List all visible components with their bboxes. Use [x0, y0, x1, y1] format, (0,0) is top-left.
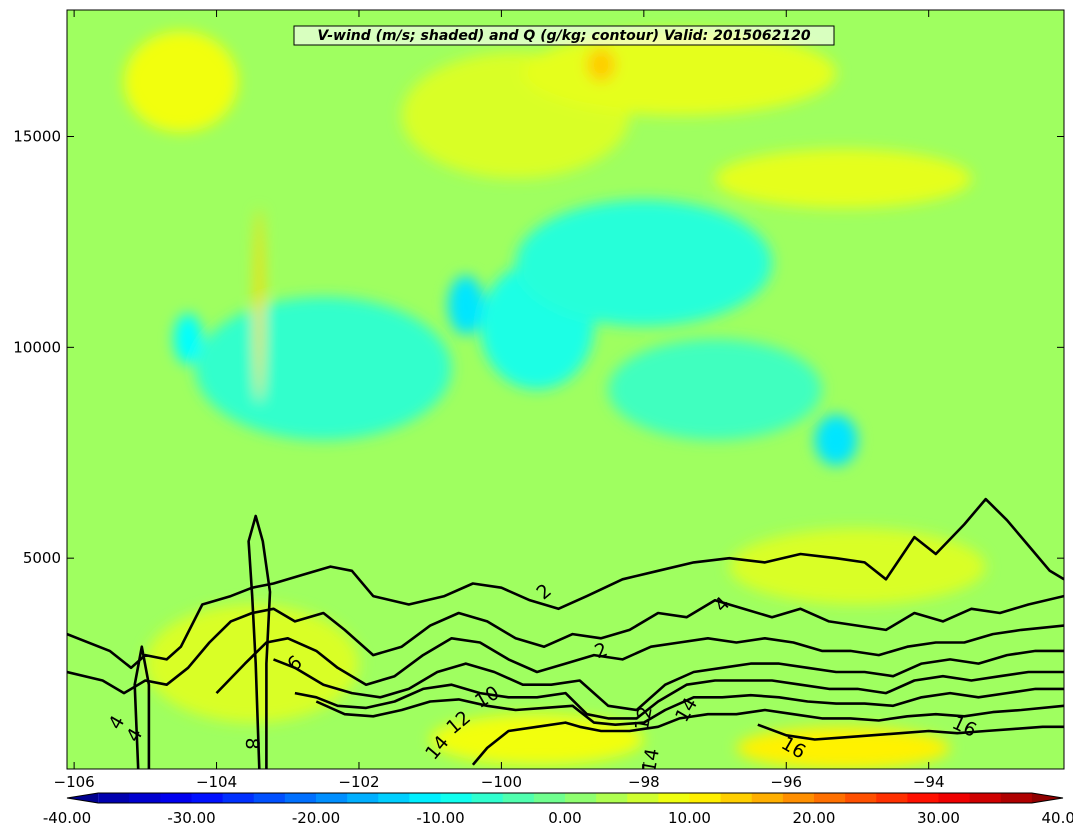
shading-region [515, 199, 773, 327]
contour-line [215, 624, 1064, 695]
shading-region [608, 338, 822, 441]
colorbar-tick-label: 10.00 [668, 809, 711, 827]
colorbar-cell [689, 793, 722, 803]
contour-line [67, 497, 1064, 670]
colorbar-ticks: -40.00 -30.00 -20.00 -10.00 0.00 10.00 20.00 30… [43, 809, 1073, 827]
contour-line [757, 723, 1064, 741]
colorbar-cell [533, 793, 566, 803]
colorbar-cell [1000, 793, 1033, 803]
colorbar-cell [814, 793, 846, 803]
colorbar-cell [969, 793, 1002, 803]
colorbar-cell [907, 793, 939, 803]
colorbar-cell [409, 793, 441, 803]
colorbar-cell [98, 793, 130, 803]
title-background [293, 25, 835, 46]
shading-layer [123, 31, 986, 769]
colorbar-cell [565, 793, 597, 803]
colorbar-cell [253, 793, 286, 803]
x-tick-label: −94 [913, 773, 945, 791]
colorbar-tick-label: 40.00 [1042, 809, 1073, 827]
colorbar-cell [347, 793, 379, 803]
colorbar-cell [440, 793, 473, 803]
colorbar-cell [845, 793, 877, 803]
x-tick-label: −100 [481, 773, 522, 791]
x-tick-label: −96 [770, 773, 802, 791]
colorbar-cell [782, 793, 815, 803]
shading-region [814, 414, 858, 466]
x-tick-label: −106 [54, 773, 95, 791]
shading-region [736, 726, 951, 769]
contour-line [315, 687, 1064, 727]
contour-line [133, 645, 151, 769]
contour-label: 8 [241, 738, 263, 750]
colorbar-cell [502, 793, 535, 803]
colorbar-outline [66, 792, 1064, 804]
contour-layer [67, 497, 1064, 769]
chart-title-box: V-wind (m/s; shaded) and Q (g/kg; contou… [293, 25, 835, 46]
colorbar-cell [67, 793, 99, 803]
colorbar: -40.00 -30.00 -20.00 -10.00 0.00 10.00 20.00 30… [43, 792, 1073, 827]
y-axis: 5000 10000 15000 [13, 128, 1064, 567]
shading-region [447, 275, 484, 335]
colorbar-tick-label: -30.00 [167, 809, 215, 827]
contour-label: 12 [631, 705, 657, 733]
shading-region [195, 296, 452, 441]
colorbar-cell [284, 793, 317, 803]
shading-region [586, 47, 616, 82]
colorbar-cell [129, 793, 161, 803]
shading-region [123, 31, 238, 133]
colorbar-cell [160, 793, 192, 803]
colorbar-cell [720, 793, 753, 803]
colorbar-tick-label: 0.00 [548, 809, 581, 827]
contour-line [67, 594, 1064, 695]
x-axis: −106 −104 −102 −100 −98 −96 −94 [54, 10, 945, 791]
x-tick-label: −98 [628, 773, 660, 791]
y-tick-label: 15000 [13, 128, 61, 146]
colorbar-cell [222, 793, 255, 803]
shading-region [145, 604, 359, 723]
shading-region [715, 149, 972, 209]
colorbar-cell [596, 793, 628, 803]
x-tick-label: −104 [196, 773, 237, 791]
contour-label: 14 [638, 747, 664, 775]
colorbar-cell [191, 793, 224, 803]
contour-line [471, 704, 1064, 766]
colorbar-cell [658, 793, 690, 803]
colorbar-cell [1031, 793, 1063, 803]
shading-region [729, 528, 986, 605]
colorbar-cell [627, 793, 659, 803]
colorbar-tick-label: 30.00 [917, 809, 960, 827]
colorbar-cell [316, 793, 348, 803]
colorbar-tick-label: 20.00 [793, 809, 836, 827]
contour-line [247, 514, 272, 769]
colorbar-tick-label: -10.00 [416, 809, 464, 827]
contour-line [273, 649, 1064, 712]
colorbar-tick-label: -20.00 [292, 809, 340, 827]
y-tick-label: 5000 [23, 549, 61, 567]
chart-title: V-wind (m/s; shaded) and Q (g/kg; contou… [317, 28, 810, 44]
colorbar-cell [471, 793, 504, 803]
x-tick-label: −102 [338, 773, 379, 791]
plot-frame [66, 9, 1065, 770]
colorbar-cell [751, 793, 784, 803]
colorbar-cell [378, 793, 410, 803]
colorbar-cell [938, 793, 971, 803]
shading-region [173, 313, 203, 365]
y-tick-label: 10000 [13, 338, 61, 356]
colorbar-tick-label: -40.00 [43, 809, 91, 827]
colorbar-cell [876, 793, 908, 803]
colorbar-cells [66, 792, 1064, 804]
contour-line [294, 670, 1064, 720]
shading-region [255, 208, 264, 403]
